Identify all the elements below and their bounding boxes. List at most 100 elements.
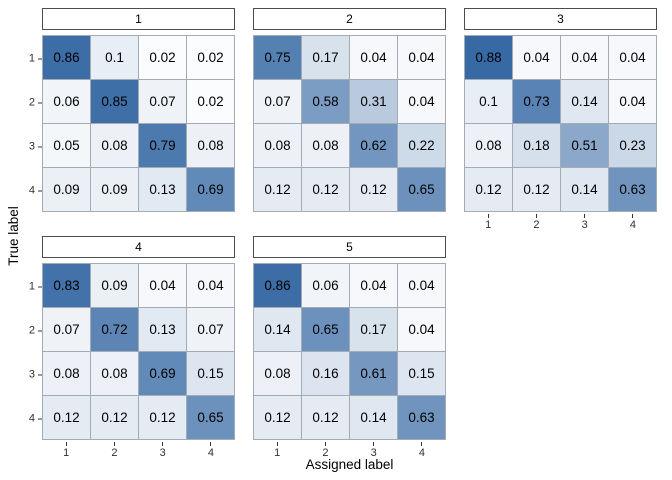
matrix-cell: 0.72: [91, 308, 139, 352]
x-axis-ticks: 1 2 3 4: [42, 440, 235, 464]
matrix-cell: 0.13: [139, 168, 187, 212]
matrix-cell: 0.08: [254, 124, 302, 168]
matrix-cell: 0.04: [398, 80, 446, 124]
facet-panel-4: 4 0.83 0.09 0.04 0.04 0.07 0.72 0.13 0.07 0.08 0.0…: [29, 236, 235, 464]
x-axis-tick-label: 3: [159, 447, 166, 459]
facet-strip: 5: [253, 236, 446, 258]
x-axis-tick-label: 4: [418, 447, 425, 459]
matrix-cell: 0.1: [91, 36, 139, 80]
matrix-cell: 0.08: [43, 352, 91, 396]
x-axis-tick: 4: [609, 212, 657, 236]
matrix-cell: 0.02: [187, 80, 235, 124]
x-axis-tick-mark: [276, 442, 278, 446]
x-axis-ticks: [42, 212, 235, 236]
y-axis-tick: 4: [29, 413, 43, 425]
matrix-cell: 0.88: [465, 36, 513, 80]
y-axis-tick: 4: [28, 184, 43, 197]
y-axis-tick-mark: [38, 190, 42, 192]
matrix-cell: 0.04: [187, 264, 235, 308]
matrix-cell: 0.51: [561, 124, 609, 168]
y-axis-tick: 2: [28, 96, 43, 109]
matrix-cell: 0.12: [350, 168, 398, 212]
facet-strip-label: 3: [557, 12, 564, 26]
matrix-cell: 0.08: [302, 124, 350, 168]
y-axis-tick: 1: [28, 52, 43, 65]
matrix-cell: 0.04: [609, 80, 657, 124]
facet-strip-label: 5: [346, 240, 353, 254]
matrix-cell: 0.08: [91, 124, 139, 168]
matrix-cell: 0.07: [187, 308, 235, 352]
matrix-cell: 0.65: [398, 168, 446, 212]
x-axis-tick-label: 3: [581, 219, 588, 231]
matrix-cell: 0.04: [398, 308, 446, 352]
y-axis-title: True label: [6, 206, 21, 266]
matrix-cell: 0.12: [302, 396, 350, 440]
matrix-cell: 0.63: [609, 168, 657, 212]
x-axis-tick: 1: [253, 440, 301, 464]
x-axis-tick: 4: [187, 440, 235, 464]
matrix-cell: 0.23: [609, 124, 657, 168]
y-axis-tick-mark: [38, 330, 42, 332]
facet-panel-2: 2 0.75 0.17 0.04 0.04 0.07 0.58 0.31 0.04 0.08 0.0…: [253, 8, 446, 236]
matrix-cell: 0.58: [302, 80, 350, 124]
y-axis-tick-mark: [38, 374, 42, 376]
x-axis-tick-mark: [535, 214, 537, 218]
x-axis-tick-mark: [632, 214, 634, 218]
matrix-cell: 0.09: [43, 168, 91, 212]
matrix-cell: 0.08: [254, 352, 302, 396]
facet-strip: 1: [42, 8, 235, 30]
x-axis-tick: 2: [90, 440, 138, 464]
matrix-cell: 0.02: [139, 36, 187, 80]
matrix-cell: 0.14: [350, 396, 398, 440]
matrix-cell: 0.07: [139, 80, 187, 124]
y-axis-tick: 1: [28, 280, 43, 293]
y-axis-tick-label: 2: [28, 324, 35, 337]
matrix-cell: 0.02: [187, 36, 235, 80]
y-axis-tick: 3: [29, 369, 43, 381]
matrix-cell: 0.12: [254, 168, 302, 212]
x-axis-tick-label: 1: [485, 219, 492, 231]
x-axis-tick: 3: [139, 440, 187, 464]
x-axis-tick-mark: [487, 214, 489, 218]
matrix-cell: 0.05: [43, 124, 91, 168]
matrix-cell: 0.04: [561, 36, 609, 80]
matrix-cell: 0.12: [254, 396, 302, 440]
x-axis-title: Assigned label: [305, 457, 394, 472]
matrix-cell: 0.12: [91, 396, 139, 440]
matrix-cell: 0.12: [139, 396, 187, 440]
y-axis-tick-label: 3: [28, 140, 35, 153]
matrix-cell: 0.31: [350, 80, 398, 124]
matrix-cell: 0.04: [398, 264, 446, 308]
matrix-cell: 0.14: [254, 308, 302, 352]
y-axis-tick-label: 2: [28, 96, 35, 109]
matrix-cell: 0.69: [187, 168, 235, 212]
matrix-cell: 0.79: [139, 124, 187, 168]
matrix-cell: 0.83: [43, 264, 91, 308]
matrix-cell: 0.12: [513, 168, 561, 212]
matrix-cell: 0.12: [302, 168, 350, 212]
matrix-cell: 0.63: [398, 396, 446, 440]
x-axis-tick: 2: [301, 440, 349, 464]
matrix-cell: 0.17: [302, 36, 350, 80]
x-axis-tick: 1: [464, 212, 512, 236]
matrix-cell: 0.06: [43, 80, 91, 124]
y-axis-tick-label: 1: [28, 280, 35, 293]
y-axis-tick-mark: [38, 286, 42, 288]
matrix-cell: 0.14: [561, 80, 609, 124]
x-axis-tick: 4: [398, 440, 446, 464]
x-axis-tick-label: 2: [111, 447, 118, 459]
y-axis-tick-mark: [38, 146, 42, 148]
x-axis-tick-label: 1: [63, 447, 70, 459]
facet-panel-1: 1 0.86 0.1 0.02 0.02 0.06 0.85 0.07 0.02 0.05 0.08…: [29, 8, 235, 236]
matrix-cell: 0.04: [350, 36, 398, 80]
matrix-cell: 0.08: [187, 124, 235, 168]
facet-grid: 1 0.86 0.1 0.02 0.02 0.06 0.85 0.07 0.02 0.05 0.08…: [29, 8, 657, 464]
matrix-cell: 0.04: [513, 36, 561, 80]
matrix: 0.83 0.09 0.04 0.04 0.07 0.72 0.13 0.07 0.08 0.08…: [29, 263, 235, 440]
x-axis-tick-label: 3: [370, 447, 377, 459]
matrix-cell: 0.73: [513, 80, 561, 124]
y-axis-tick-label: 1: [28, 52, 35, 65]
y-axis-tick-label: 4: [28, 184, 35, 197]
x-axis-tick-label: 2: [533, 219, 540, 231]
facet-strip-label: 2: [346, 12, 353, 26]
